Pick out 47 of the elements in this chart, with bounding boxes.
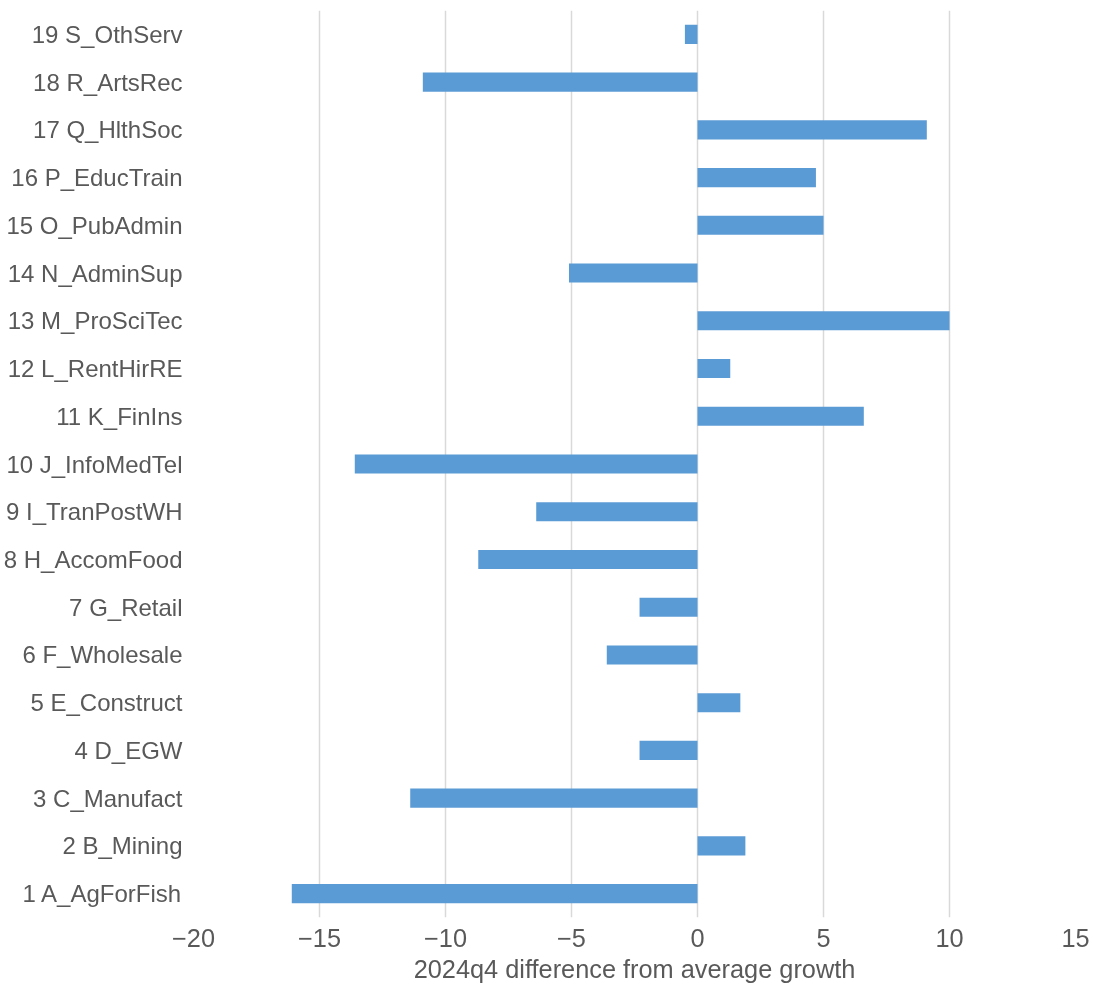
y-tick-label: 11 K_FinIns xyxy=(56,402,183,430)
y-tick-label: 3 C_Manufact xyxy=(33,784,183,812)
x-axis-title: 2024q4 difference from average growth xyxy=(413,954,856,983)
y-tick-label: 14 N_AdminSup xyxy=(7,259,183,287)
bar xyxy=(568,263,698,283)
y-tick-label: 10 J_InfoMedTel xyxy=(6,450,183,478)
bar xyxy=(536,502,698,522)
y-tick-label: 6 F_Wholesale xyxy=(22,641,183,669)
bar xyxy=(697,215,824,235)
y-tick-label: 5 E_Construct xyxy=(30,689,183,717)
bar xyxy=(422,72,698,92)
bar xyxy=(697,311,950,331)
bar xyxy=(606,645,698,665)
y-tick-label: 1 A_AgForFish xyxy=(22,880,182,908)
bar xyxy=(697,693,741,713)
y-tick-label: 12 L_RentHirRE xyxy=(7,355,183,383)
bar xyxy=(639,740,698,760)
y-tick-label: 2 B_Mining xyxy=(62,832,183,860)
x-tick-label: 0 xyxy=(690,923,705,952)
y-tick-label: 17 Q_HlthSoc xyxy=(33,116,183,144)
y-tick-label: 8 H_AccomFood xyxy=(3,545,183,573)
y-tick-label: 19 S_OthServ xyxy=(31,20,183,48)
x-tick-label: −10 xyxy=(424,923,467,952)
x-tick-label: 5 xyxy=(816,923,831,952)
bar xyxy=(697,358,731,379)
y-tick-label: 16 P_EducTrain xyxy=(11,164,183,192)
x-tick-label: −20 xyxy=(172,923,215,952)
bar xyxy=(291,884,698,904)
bar xyxy=(639,597,698,617)
bar xyxy=(697,836,746,856)
x-tick-label: −15 xyxy=(298,923,341,952)
x-tick-label: 15 xyxy=(1061,923,1090,952)
y-tick-label: 18 R_ArtsRec xyxy=(33,68,183,96)
y-tick-label: 13 M_ProSciTec xyxy=(7,307,183,335)
bar xyxy=(478,549,698,570)
bar xyxy=(697,120,927,140)
x-tick-label: −5 xyxy=(557,923,586,952)
y-tick-label: 7 G_Retail xyxy=(69,593,183,621)
bar xyxy=(354,454,698,474)
bar xyxy=(410,788,698,808)
y-tick-label: 9 I_TranPostWH xyxy=(6,498,183,526)
bar xyxy=(684,24,698,44)
y-tick-label: 4 D_EGW xyxy=(74,736,183,764)
bar xyxy=(697,406,864,426)
y-tick-label: 15 O_PubAdmin xyxy=(6,211,183,239)
bar xyxy=(697,168,816,188)
x-tick-label: 10 xyxy=(935,923,964,952)
